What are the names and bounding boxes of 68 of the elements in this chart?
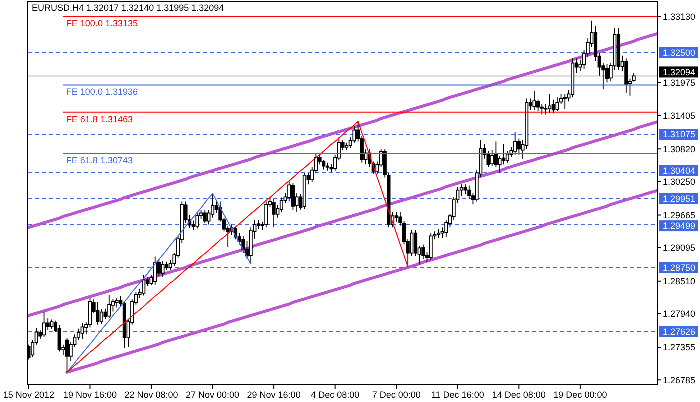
line-series bbox=[66, 189, 659, 374]
x-tick-label: 27 Nov 00:00 bbox=[186, 390, 240, 400]
candlestick bbox=[570, 58, 575, 98]
candlestick bbox=[264, 201, 268, 228]
candlestick bbox=[291, 183, 296, 211]
candlestick bbox=[50, 319, 54, 330]
x-tick-label: 4 Dec 08:00 bbox=[311, 390, 360, 400]
candlestick bbox=[556, 97, 560, 112]
line-series bbox=[66, 121, 409, 373]
candlestick bbox=[196, 212, 200, 230]
candlestick bbox=[548, 94, 552, 114]
y-tick-label: 1.33130 bbox=[663, 12, 696, 22]
x-tick-label: 15 Nov 2012 bbox=[3, 390, 54, 400]
y-tick-label: 1.30820 bbox=[663, 144, 696, 154]
y-tick-label: 1.27355 bbox=[663, 342, 696, 353]
ref-line-label: 1.29951 bbox=[663, 194, 696, 204]
y-tick-label: 1.29095 bbox=[663, 243, 696, 254]
candlestick bbox=[540, 104, 544, 116]
y-tick-label: 1.29665 bbox=[663, 210, 696, 220]
candlestick bbox=[108, 294, 112, 320]
candlestick bbox=[563, 94, 567, 110]
ref-line-label: 1.32500 bbox=[663, 48, 696, 58]
candlestick bbox=[142, 274, 146, 296]
ref-line-label: 1.32094 bbox=[663, 67, 696, 78]
y-tick-label: 1.27940 bbox=[663, 309, 696, 320]
series-label: FE 61.8 1.31463 bbox=[66, 114, 133, 124]
x-tick-label: 14 Dec 08:00 bbox=[492, 390, 546, 400]
candlestick bbox=[96, 302, 100, 326]
ref-line-label: 1.27626 bbox=[663, 327, 696, 338]
y-tick-label: 1.26785 bbox=[663, 375, 696, 386]
candlestick bbox=[80, 322, 84, 340]
candlestick bbox=[624, 58, 628, 94]
ref-line-label: 1.30404 bbox=[663, 166, 696, 176]
x-tick-label: 19 Dec 00:00 bbox=[554, 390, 608, 400]
candlestick bbox=[514, 132, 518, 156]
ref-line-label: 1.28750 bbox=[663, 262, 696, 273]
candlestick bbox=[161, 260, 165, 278]
candlestick bbox=[154, 256, 158, 286]
candlestick bbox=[616, 28, 621, 71]
candlestick bbox=[203, 210, 207, 224]
x-tick-label: 11 Dec 16:00 bbox=[431, 390, 484, 400]
series-label: FE 100.0 1.31936 bbox=[66, 87, 138, 98]
candlestick bbox=[532, 90, 536, 111]
x-tick-label: 22 Nov 08:00 bbox=[124, 390, 178, 400]
ref-line-label: 1.31075 bbox=[663, 130, 696, 140]
chart-title: EURUSD,H4 1.32017 1.32140 1.31995 1.32094 bbox=[32, 3, 224, 13]
y-tick-label: 1.30250 bbox=[663, 176, 696, 187]
ref-line-label: 1.29499 bbox=[663, 221, 696, 232]
line-series bbox=[27, 32, 659, 230]
x-tick-label: 29 Nov 16:00 bbox=[247, 390, 301, 400]
y-tick-label: 1.31975 bbox=[663, 78, 696, 88]
x-tick-label: 7 Dec 00:00 bbox=[372, 390, 421, 400]
candlestick bbox=[352, 126, 356, 144]
candlestick bbox=[464, 184, 468, 195]
candlestick bbox=[65, 338, 70, 373]
candlestick bbox=[272, 199, 276, 228]
candlestick bbox=[42, 312, 46, 338]
candlestick bbox=[115, 298, 119, 308]
x-tick-label: 19 Nov 16:00 bbox=[63, 390, 118, 400]
candlestick bbox=[326, 162, 330, 172]
candlestick bbox=[302, 172, 306, 210]
candlestick bbox=[58, 325, 62, 352]
candlestick bbox=[429, 232, 433, 261]
series-label: FE 61.8 1.30743 bbox=[66, 156, 133, 166]
y-tick-label: 1.31405 bbox=[663, 110, 696, 121]
series-label: FE 100.0 1.33135 bbox=[66, 18, 138, 29]
candlestick bbox=[436, 228, 441, 239]
y-tick-label: 1.28510 bbox=[663, 276, 696, 287]
